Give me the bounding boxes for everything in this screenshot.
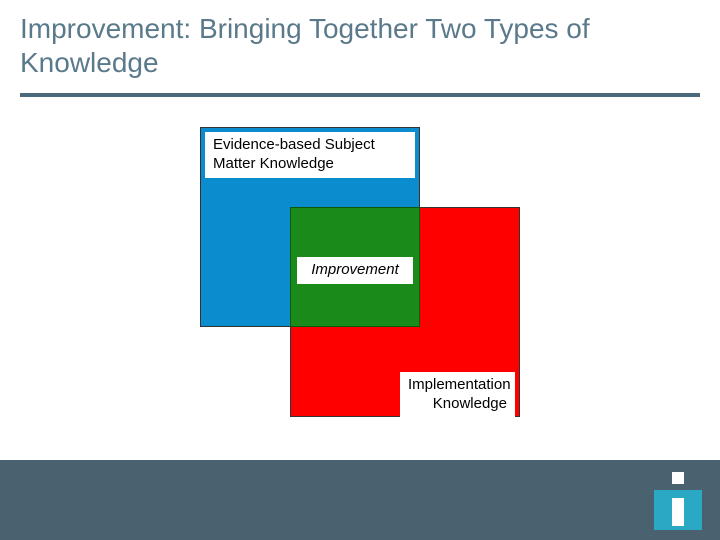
title-area: Improvement: Bringing Together Two Types…: [0, 0, 720, 87]
label-implementation-knowledge: Implementation Knowledge: [400, 372, 515, 418]
venn-diagram: Evidence-based Subject Matter Knowledge …: [0, 97, 720, 457]
label-evidence-knowledge: Evidence-based Subject Matter Knowledge: [205, 132, 415, 178]
page-title: Improvement: Bringing Together Two Types…: [20, 12, 700, 79]
footer-bar: [0, 460, 720, 540]
logo-icon: [654, 472, 702, 530]
label-improvement: Improvement: [297, 257, 413, 284]
